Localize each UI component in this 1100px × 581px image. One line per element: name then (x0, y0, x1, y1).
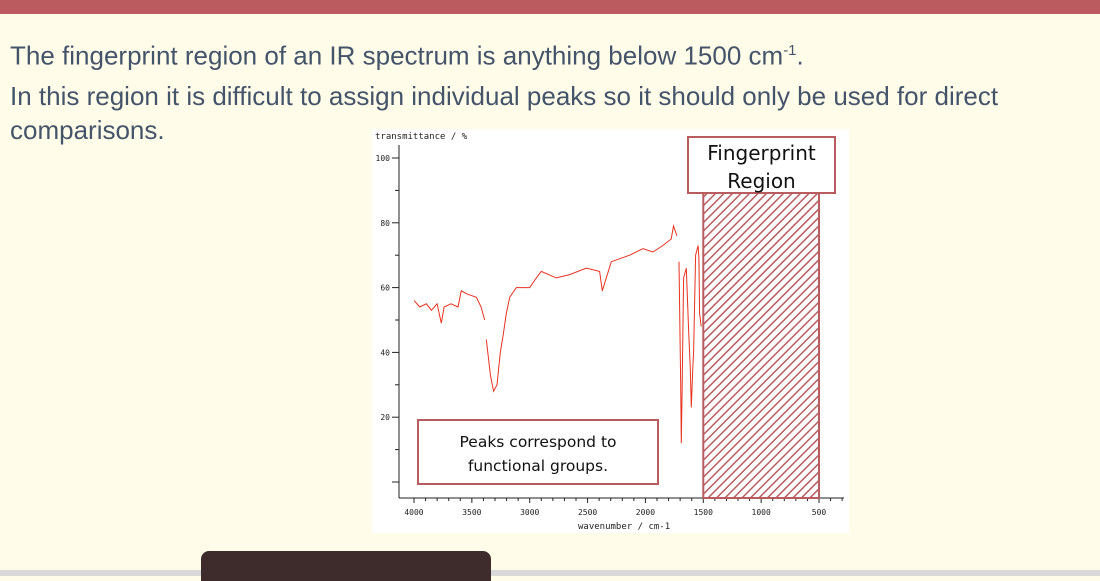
y-tick-label: 80 (380, 219, 390, 228)
period: . (796, 40, 804, 71)
slide-header-bar (0, 0, 1100, 14)
x-tick-label: 2000 (636, 508, 655, 517)
x-axis-label: wavenumber / cm-1 (578, 522, 670, 532)
peaks-callout-line2: functional groups. (467, 457, 609, 475)
spectrum-line (485, 224, 678, 393)
x-tick-label: 500 (812, 508, 827, 517)
bottom-tab[interactable] (201, 551, 491, 581)
x-tick-label: 3500 (462, 508, 481, 517)
x-tick-label: 1500 (694, 508, 713, 517)
spectrum-line (678, 245, 702, 444)
peaks-callout-line1: Peaks correspond to (459, 433, 617, 451)
y-tick-label: 40 (380, 348, 390, 357)
y-tick-label: 100 (376, 154, 391, 163)
y-axis-label: transmittance / % (375, 132, 468, 142)
x-tick-label: 2500 (578, 508, 597, 517)
x-tick-label: 3000 (520, 508, 539, 517)
intro-text: The fingerprint region of an IR spectrum… (10, 40, 784, 71)
y-tick-label: 60 (380, 284, 390, 293)
fingerprint-region-hatch (702, 192, 820, 499)
spectrum-line (413, 290, 486, 324)
slide-bottom-border (0, 570, 1100, 576)
explanation-line: In this region it is difficult to assign… (10, 81, 999, 145)
peaks-callout: Peaks correspond to functional groups. (417, 419, 659, 485)
fingerprint-region-label: Fingerprint Region (687, 136, 836, 194)
x-tick-label: 1000 (752, 508, 771, 517)
intro-line: The fingerprint region of an IR spectrum… (10, 34, 804, 73)
superscript: -1 (783, 42, 797, 59)
y-tick-label: 20 (380, 413, 390, 422)
x-tick-label: 4000 (404, 508, 423, 517)
